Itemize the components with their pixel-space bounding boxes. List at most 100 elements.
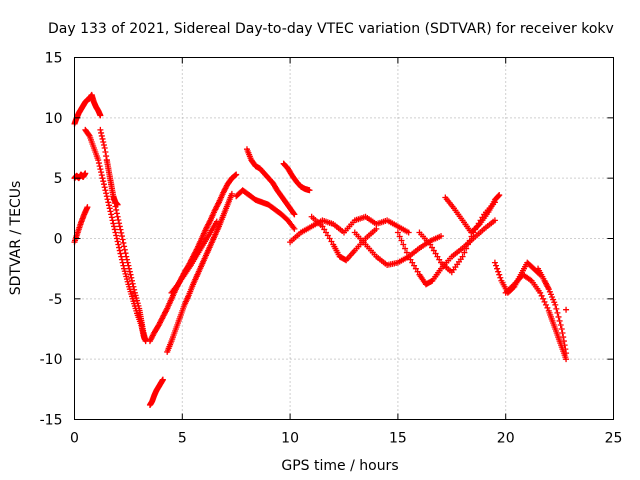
data-point (108, 211, 115, 218)
data-point (95, 157, 102, 164)
data-point (459, 253, 466, 260)
data-point (438, 233, 445, 240)
data-point (114, 213, 121, 220)
data-point (123, 253, 130, 260)
data-point (126, 268, 133, 275)
data-point (463, 245, 470, 252)
data-point (121, 246, 128, 253)
data-point (306, 187, 313, 194)
data-point (323, 229, 330, 236)
data-point (290, 210, 297, 217)
data-point (563, 306, 570, 313)
data-point (103, 153, 110, 160)
data-point (405, 253, 412, 260)
data-point (396, 233, 403, 240)
data-point (436, 256, 443, 263)
data-point (405, 229, 412, 236)
data-point (112, 229, 119, 236)
data-point (563, 356, 570, 363)
data-point (127, 271, 134, 278)
data-point (403, 249, 410, 256)
data-point (111, 223, 118, 230)
data-point (159, 376, 166, 383)
data-point (103, 193, 110, 200)
data-point (118, 256, 125, 263)
data-point (213, 218, 220, 225)
data-point (124, 259, 131, 266)
data-point (113, 232, 120, 239)
data-point (116, 223, 123, 230)
y-tick-label: 0 (54, 232, 63, 248)
data-point (326, 235, 333, 242)
data-point (491, 217, 498, 224)
data-point (130, 283, 137, 290)
data-point (113, 235, 120, 242)
data-point (430, 247, 437, 254)
data-point (128, 277, 135, 284)
data-point (319, 223, 326, 230)
data-point (553, 305, 560, 312)
data-point (562, 346, 569, 353)
data-point (128, 274, 135, 281)
data-point (97, 112, 104, 119)
data-point (116, 244, 123, 251)
data-point (233, 171, 240, 178)
data-point (495, 268, 502, 275)
data-point (541, 298, 548, 305)
data-point (125, 262, 132, 269)
data-point (115, 216, 122, 223)
data-point (96, 163, 103, 170)
x-tick-label: 20 (497, 431, 515, 447)
data-point (95, 160, 102, 167)
series-arc-1 (71, 91, 104, 127)
data-point (291, 211, 298, 218)
data-point (100, 141, 107, 148)
data-point (119, 236, 126, 243)
x-tick-label: 10 (281, 431, 299, 447)
data-point (105, 199, 112, 206)
data-point (117, 226, 124, 233)
data-point (109, 217, 116, 224)
data-point (114, 238, 121, 245)
data-point (98, 169, 105, 176)
data-point (398, 237, 405, 244)
grid (74, 57, 614, 420)
data-point (98, 129, 105, 136)
data-point (102, 149, 109, 156)
data-point (407, 256, 414, 263)
series-arc-3 (71, 170, 89, 182)
series-arc-9 (164, 190, 235, 355)
series-arc-22 (535, 265, 570, 357)
data-point (100, 178, 107, 185)
data-point (554, 309, 561, 316)
data-point (492, 262, 499, 269)
data-point (291, 225, 298, 232)
data-point (557, 321, 564, 328)
series-arc-11 (233, 187, 298, 232)
data-point (556, 317, 563, 324)
x-tick-label: 5 (178, 431, 187, 447)
data-point (118, 233, 125, 240)
data-point (113, 206, 120, 213)
data-point (101, 145, 108, 151)
data-point (495, 192, 502, 199)
data-point (105, 202, 112, 209)
data-point (106, 205, 113, 212)
y-axis-ticks: -15 -10 -5 0 5 10 15 (40, 51, 614, 429)
y-tick-label: 15 (45, 51, 63, 67)
data-point (118, 253, 125, 260)
series-arc-12 (243, 146, 298, 218)
data-point (82, 170, 89, 177)
data-point (538, 292, 545, 299)
data-point (544, 304, 551, 311)
data-point (100, 138, 107, 145)
data-point (126, 265, 133, 272)
data-point (228, 190, 235, 197)
data-point (122, 250, 129, 257)
data-point (103, 190, 110, 197)
data-point (411, 262, 418, 269)
y-axis-label: SDTVAR / TECUs (8, 181, 24, 296)
y-tick-label: -10 (40, 352, 63, 368)
data-point (494, 265, 501, 272)
